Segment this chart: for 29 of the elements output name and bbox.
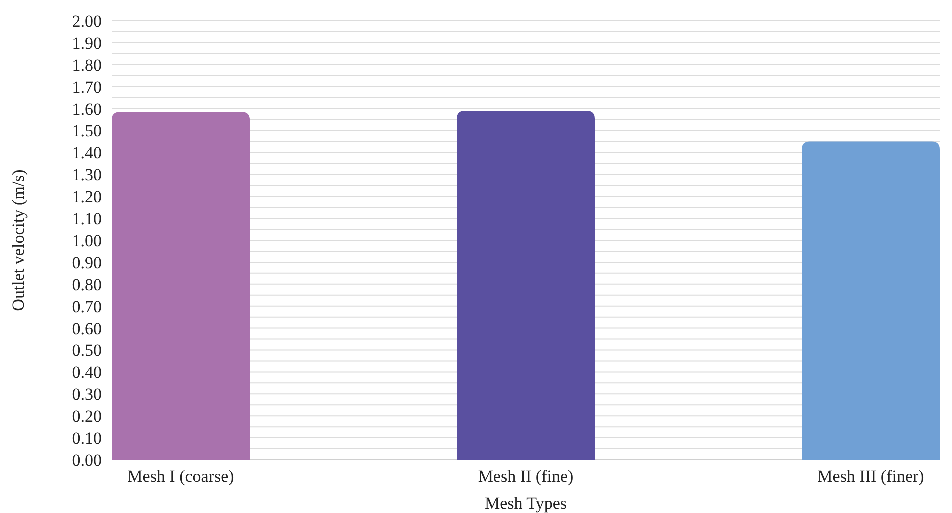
y-tick-label: 0.80 xyxy=(72,275,102,294)
y-tick-label: 0.30 xyxy=(72,385,102,404)
x-tick-label: Mesh I (coarse) xyxy=(128,467,234,486)
bar xyxy=(112,112,250,460)
y-tick-label: 0.10 xyxy=(72,429,102,448)
y-tick-label: 1.30 xyxy=(72,166,102,185)
y-tick-label: 0.70 xyxy=(72,297,102,316)
y-tick-label: 1.80 xyxy=(72,56,102,75)
y-tick-label: 1.10 xyxy=(72,210,102,228)
x-tick-label: Mesh III (finer) xyxy=(818,467,924,486)
y-tick-label: 0.60 xyxy=(72,319,102,338)
y-tick-label: 1.20 xyxy=(72,188,102,207)
y-tick-label: 0.90 xyxy=(72,253,102,272)
y-tick-label: 1.00 xyxy=(72,231,102,250)
y-tick-label: 1.60 xyxy=(72,100,102,119)
y-tick-label: 1.40 xyxy=(72,144,102,163)
y-axis-title: Outlet velocity (m/s) xyxy=(9,170,28,312)
y-tick-label: 0.40 xyxy=(72,363,102,382)
bar xyxy=(457,110,595,460)
y-tick-label: 2.00 xyxy=(72,12,102,31)
y-tick-label: 0.00 xyxy=(72,450,102,470)
y-tick-label: 1.90 xyxy=(72,34,102,53)
y-tick-label: 0.50 xyxy=(72,341,102,360)
y-tick-label: 1.70 xyxy=(72,78,102,97)
x-axis-title: Mesh Types xyxy=(484,494,568,513)
x-tick-label: Mesh II (fine) xyxy=(478,467,574,486)
y-tick-label: 1.50 xyxy=(72,122,102,141)
bar xyxy=(802,142,940,460)
y-tick-label: 0.20 xyxy=(72,407,102,426)
